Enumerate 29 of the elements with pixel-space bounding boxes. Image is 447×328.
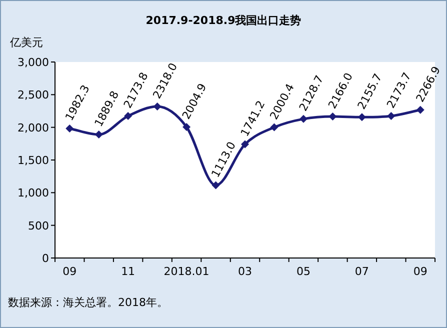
point [94, 130, 103, 139]
source-note: 数据来源：海关总署。2018年。 [8, 296, 168, 309]
point [66, 124, 74, 132]
y-tick-label: 2,000 [18, 121, 49, 134]
x-tick-label: 05 [296, 265, 310, 278]
x-tick-label: 2018.01 [164, 265, 210, 278]
y-tick-label: 2,500 [18, 88, 49, 102]
chart-title: 2017.9-2018.9我国出口走势 [146, 14, 302, 27]
y-tick-label: 500 [28, 219, 49, 232]
y-tick-label: 1,000 [18, 186, 49, 200]
x-tick-label: 09 [413, 265, 428, 278]
point [416, 106, 424, 114]
x-tick-label: 07 [354, 265, 369, 278]
point [241, 140, 249, 148]
point [182, 123, 191, 132]
x-tick-label: 03 [238, 265, 252, 278]
y-axis-title: 亿美元 [9, 36, 43, 49]
point [387, 112, 396, 120]
point [153, 102, 162, 111]
point [299, 114, 308, 123]
x-tick-label: 09 [62, 265, 77, 278]
point [212, 181, 220, 190]
y-tick-label: 1,500 [18, 154, 49, 167]
point [328, 112, 337, 120]
y-tick-label: 3,000 [18, 56, 49, 69]
x-tick-label: 11 [121, 265, 136, 278]
point [270, 123, 278, 132]
y-tick-label: 0 [42, 252, 49, 265]
point [124, 112, 132, 120]
